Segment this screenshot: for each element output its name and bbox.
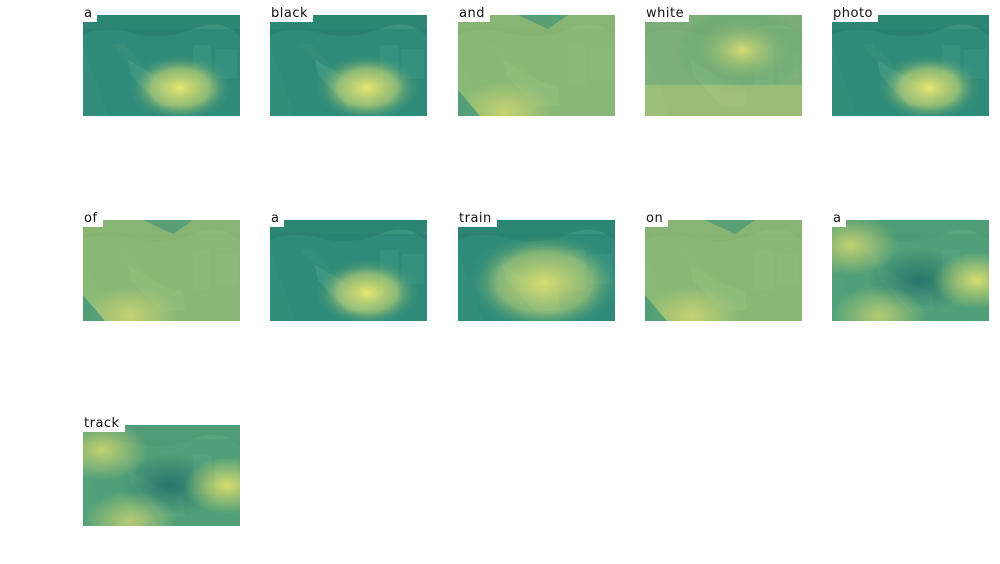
caption-word-label: on [645,211,669,227]
caption-word-label: a [270,211,285,227]
attention-panel: train [458,211,615,321]
caption-word-label: black [270,6,314,22]
attention-heatmap-image [832,220,989,321]
caption-word-label: white [645,6,690,22]
attention-heatmap-image [270,15,427,116]
attention-panel: photo [832,6,989,116]
caption-word-label: and [458,6,490,22]
attention-heatmap-image [458,15,615,116]
attention-panel: black [270,6,427,116]
attention-panel: a [270,211,427,321]
attention-heatmap-image [645,220,802,321]
caption-word-label: of [83,211,103,227]
attention-panel: and [458,6,615,116]
caption-word-label: a [83,6,98,22]
attention-heatmap-image [83,15,240,116]
caption-word-label: a [832,211,847,227]
caption-word-label: photo [832,6,878,22]
attention-heatmap-image [83,425,240,526]
attention-panel: a [83,6,240,116]
attention-heatmap-image [83,220,240,321]
caption-word-label: track [83,416,125,432]
attention-heatmap-image [458,220,615,321]
attention-heatmap-image [645,15,802,116]
attention-panel: a [832,211,989,321]
attention-panel: on [645,211,802,321]
attention-heatmap-image [832,15,989,116]
attention-panel: of [83,211,240,321]
caption-word-label: train [458,211,497,227]
attention-panel: track [83,416,240,526]
attention-panel: white [645,6,802,116]
attention-heatmap-image [270,220,427,321]
